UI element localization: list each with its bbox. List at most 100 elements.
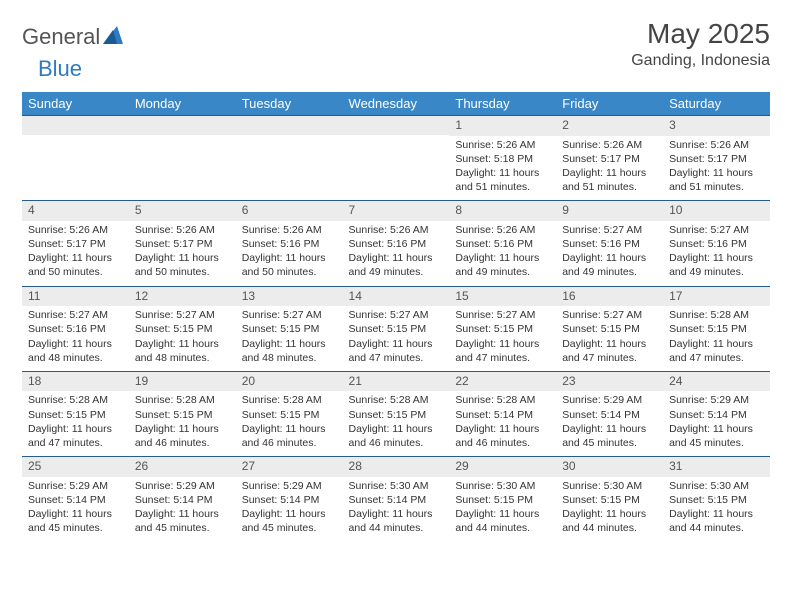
calendar-day-cell: 15Sunrise: 5:27 AMSunset: 5:15 PMDayligh… [449, 286, 556, 371]
calendar-day-cell: 31Sunrise: 5:30 AMSunset: 5:15 PMDayligh… [663, 457, 770, 542]
weekday-header: Wednesday [343, 92, 450, 116]
day-info: Sunrise: 5:30 AMSunset: 5:15 PMDaylight:… [663, 477, 770, 542]
calendar-day-cell: 21Sunrise: 5:28 AMSunset: 5:15 PMDayligh… [343, 371, 450, 456]
month-title: May 2025 [631, 18, 770, 50]
calendar-day-cell: 18Sunrise: 5:28 AMSunset: 5:15 PMDayligh… [22, 371, 129, 456]
day-info: Sunrise: 5:28 AMSunset: 5:15 PMDaylight:… [663, 306, 770, 371]
calendar-day-cell: 29Sunrise: 5:30 AMSunset: 5:15 PMDayligh… [449, 457, 556, 542]
day-info: Sunrise: 5:30 AMSunset: 5:15 PMDaylight:… [556, 477, 663, 542]
calendar-day-cell: 24Sunrise: 5:29 AMSunset: 5:14 PMDayligh… [663, 371, 770, 456]
calendar-day-cell: 1Sunrise: 5:26 AMSunset: 5:18 PMDaylight… [449, 116, 556, 201]
day-info: Sunrise: 5:26 AMSunset: 5:17 PMDaylight:… [556, 136, 663, 201]
day-number: 31 [663, 457, 770, 477]
calendar-header-row: SundayMondayTuesdayWednesdayThursdayFrid… [22, 92, 770, 116]
day-number: 23 [556, 372, 663, 392]
calendar-day-cell [343, 116, 450, 201]
day-info: Sunrise: 5:27 AMSunset: 5:16 PMDaylight:… [22, 306, 129, 371]
day-number: 4 [22, 201, 129, 221]
day-number: 17 [663, 287, 770, 307]
brand-name-a: General [22, 24, 100, 50]
calendar-day-cell: 27Sunrise: 5:29 AMSunset: 5:14 PMDayligh… [236, 457, 343, 542]
calendar-day-cell: 16Sunrise: 5:27 AMSunset: 5:15 PMDayligh… [556, 286, 663, 371]
day-number: 18 [22, 372, 129, 392]
day-number: 2 [556, 116, 663, 136]
empty-day [129, 116, 236, 135]
day-info: Sunrise: 5:26 AMSunset: 5:18 PMDaylight:… [449, 136, 556, 201]
weekday-header: Saturday [663, 92, 770, 116]
day-number: 6 [236, 201, 343, 221]
day-info: Sunrise: 5:27 AMSunset: 5:15 PMDaylight:… [343, 306, 450, 371]
day-info: Sunrise: 5:26 AMSunset: 5:16 PMDaylight:… [449, 221, 556, 286]
day-info: Sunrise: 5:29 AMSunset: 5:14 PMDaylight:… [129, 477, 236, 542]
day-number: 3 [663, 116, 770, 136]
day-number: 1 [449, 116, 556, 136]
day-info: Sunrise: 5:27 AMSunset: 5:15 PMDaylight:… [556, 306, 663, 371]
calendar-day-cell: 19Sunrise: 5:28 AMSunset: 5:15 PMDayligh… [129, 371, 236, 456]
calendar-day-cell: 23Sunrise: 5:29 AMSunset: 5:14 PMDayligh… [556, 371, 663, 456]
calendar-day-cell: 20Sunrise: 5:28 AMSunset: 5:15 PMDayligh… [236, 371, 343, 456]
weekday-header: Sunday [22, 92, 129, 116]
calendar-day-cell: 7Sunrise: 5:26 AMSunset: 5:16 PMDaylight… [343, 201, 450, 286]
calendar-day-cell: 28Sunrise: 5:30 AMSunset: 5:14 PMDayligh… [343, 457, 450, 542]
calendar-week-row: 25Sunrise: 5:29 AMSunset: 5:14 PMDayligh… [22, 457, 770, 542]
day-info: Sunrise: 5:27 AMSunset: 5:15 PMDaylight:… [129, 306, 236, 371]
day-number: 22 [449, 372, 556, 392]
weekday-header: Friday [556, 92, 663, 116]
calendar-day-cell: 9Sunrise: 5:27 AMSunset: 5:16 PMDaylight… [556, 201, 663, 286]
day-info: Sunrise: 5:27 AMSunset: 5:16 PMDaylight:… [556, 221, 663, 286]
day-info: Sunrise: 5:30 AMSunset: 5:15 PMDaylight:… [449, 477, 556, 542]
day-number: 24 [663, 372, 770, 392]
day-info: Sunrise: 5:26 AMSunset: 5:17 PMDaylight:… [129, 221, 236, 286]
calendar-day-cell [22, 116, 129, 201]
calendar-day-cell: 14Sunrise: 5:27 AMSunset: 5:15 PMDayligh… [343, 286, 450, 371]
calendar-day-cell: 13Sunrise: 5:27 AMSunset: 5:15 PMDayligh… [236, 286, 343, 371]
empty-day [236, 116, 343, 135]
location-subtitle: Ganding, Indonesia [631, 52, 770, 70]
calendar-day-cell: 4Sunrise: 5:26 AMSunset: 5:17 PMDaylight… [22, 201, 129, 286]
day-info: Sunrise: 5:26 AMSunset: 5:16 PMDaylight:… [343, 221, 450, 286]
calendar-day-cell [236, 116, 343, 201]
calendar-day-cell: 25Sunrise: 5:29 AMSunset: 5:14 PMDayligh… [22, 457, 129, 542]
empty-day [343, 116, 450, 135]
day-number: 26 [129, 457, 236, 477]
day-number: 14 [343, 287, 450, 307]
day-number: 30 [556, 457, 663, 477]
day-number: 5 [129, 201, 236, 221]
day-number: 21 [343, 372, 450, 392]
day-info: Sunrise: 5:29 AMSunset: 5:14 PMDaylight:… [236, 477, 343, 542]
day-info: Sunrise: 5:28 AMSunset: 5:14 PMDaylight:… [449, 391, 556, 456]
calendar-day-cell: 11Sunrise: 5:27 AMSunset: 5:16 PMDayligh… [22, 286, 129, 371]
day-info: Sunrise: 5:30 AMSunset: 5:14 PMDaylight:… [343, 477, 450, 542]
brand-logo: General [22, 18, 125, 50]
empty-day [22, 116, 129, 135]
day-number: 16 [556, 287, 663, 307]
day-info: Sunrise: 5:29 AMSunset: 5:14 PMDaylight:… [22, 477, 129, 542]
calendar-day-cell: 6Sunrise: 5:26 AMSunset: 5:16 PMDaylight… [236, 201, 343, 286]
calendar-week-row: 1Sunrise: 5:26 AMSunset: 5:18 PMDaylight… [22, 116, 770, 201]
calendar-day-cell: 3Sunrise: 5:26 AMSunset: 5:17 PMDaylight… [663, 116, 770, 201]
day-number: 19 [129, 372, 236, 392]
day-number: 12 [129, 287, 236, 307]
calendar-week-row: 18Sunrise: 5:28 AMSunset: 5:15 PMDayligh… [22, 371, 770, 456]
day-number: 9 [556, 201, 663, 221]
calendar-day-cell: 26Sunrise: 5:29 AMSunset: 5:14 PMDayligh… [129, 457, 236, 542]
day-info: Sunrise: 5:26 AMSunset: 5:16 PMDaylight:… [236, 221, 343, 286]
day-number: 27 [236, 457, 343, 477]
day-info: Sunrise: 5:28 AMSunset: 5:15 PMDaylight:… [129, 391, 236, 456]
calendar-day-cell: 22Sunrise: 5:28 AMSunset: 5:14 PMDayligh… [449, 371, 556, 456]
calendar-day-cell: 2Sunrise: 5:26 AMSunset: 5:17 PMDaylight… [556, 116, 663, 201]
day-info: Sunrise: 5:27 AMSunset: 5:15 PMDaylight:… [236, 306, 343, 371]
day-number: 7 [343, 201, 450, 221]
day-info: Sunrise: 5:29 AMSunset: 5:14 PMDaylight:… [663, 391, 770, 456]
day-info: Sunrise: 5:26 AMSunset: 5:17 PMDaylight:… [663, 136, 770, 201]
weekday-header: Tuesday [236, 92, 343, 116]
day-number: 11 [22, 287, 129, 307]
calendar-day-cell: 5Sunrise: 5:26 AMSunset: 5:17 PMDaylight… [129, 201, 236, 286]
calendar-table: SundayMondayTuesdayWednesdayThursdayFrid… [22, 92, 770, 541]
calendar-day-cell [129, 116, 236, 201]
day-info: Sunrise: 5:28 AMSunset: 5:15 PMDaylight:… [343, 391, 450, 456]
weekday-header: Thursday [449, 92, 556, 116]
day-info: Sunrise: 5:29 AMSunset: 5:14 PMDaylight:… [556, 391, 663, 456]
day-info: Sunrise: 5:26 AMSunset: 5:17 PMDaylight:… [22, 221, 129, 286]
day-info: Sunrise: 5:28 AMSunset: 5:15 PMDaylight:… [22, 391, 129, 456]
